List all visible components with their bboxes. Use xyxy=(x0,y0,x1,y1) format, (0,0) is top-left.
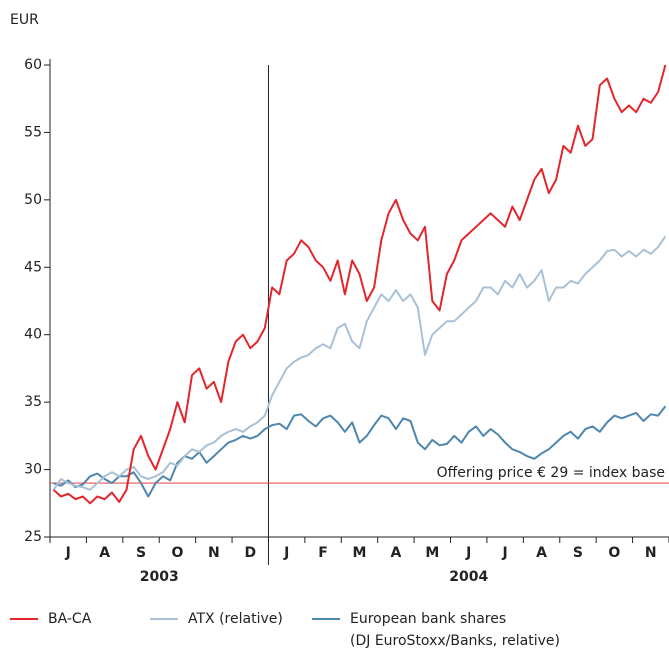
y-tick-label: 30 xyxy=(24,462,42,478)
y-tick-label: 45 xyxy=(24,259,42,275)
year-label: 2003 xyxy=(140,569,179,585)
year-label: 2004 xyxy=(449,569,488,585)
y-tick-label: 35 xyxy=(24,394,42,410)
x-tick-label: J xyxy=(502,545,508,561)
x-tick-label: N xyxy=(645,545,657,561)
series-line xyxy=(52,64,667,505)
x-tick-label: J xyxy=(465,545,471,561)
y-tick-label: 40 xyxy=(24,327,42,343)
y-tick-label: 55 xyxy=(24,124,42,140)
x-tick-label: J xyxy=(283,545,289,561)
legend-note: (DJ EuroStoxx/Banks, relative) xyxy=(350,633,560,648)
reference-label: Offering price € 29 = index base xyxy=(437,465,665,481)
series-line xyxy=(52,235,667,491)
x-tick-label: O xyxy=(608,545,620,561)
x-tick-label: O xyxy=(171,545,183,561)
legend-label: BA-CA xyxy=(48,611,92,627)
y-tick-label: 60 xyxy=(24,57,42,73)
x-tick-label: J xyxy=(65,545,71,561)
x-tick-label: D xyxy=(244,545,256,561)
legend-label: ATX (relative) xyxy=(188,611,283,627)
y-tick-label: 25 xyxy=(24,529,42,545)
x-tick-label: A xyxy=(99,545,110,561)
y-tick-label: 50 xyxy=(24,192,42,208)
x-tick-label: F xyxy=(318,545,328,561)
y-axis-label: EUR xyxy=(10,12,39,28)
series-line xyxy=(53,405,667,498)
legend-label: European bank shares xyxy=(350,611,506,627)
x-tick-label: M xyxy=(353,545,367,561)
x-tick-label: A xyxy=(536,545,547,561)
x-tick-label: N xyxy=(208,545,220,561)
x-tick-label: M xyxy=(425,545,439,561)
x-tick-label: S xyxy=(573,545,583,561)
x-tick-label: S xyxy=(136,545,146,561)
x-tick-label: A xyxy=(390,545,401,561)
